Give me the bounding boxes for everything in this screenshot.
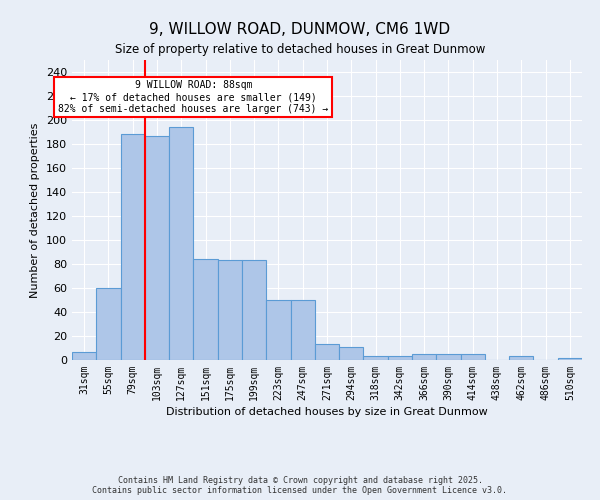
- Text: Contains HM Land Registry data © Crown copyright and database right 2025.
Contai: Contains HM Land Registry data © Crown c…: [92, 476, 508, 495]
- Bar: [266, 300, 290, 360]
- Bar: [218, 260, 242, 360]
- Bar: [412, 354, 436, 360]
- Bar: [72, 352, 96, 360]
- Bar: [558, 358, 582, 360]
- Bar: [339, 347, 364, 360]
- Bar: [364, 356, 388, 360]
- Bar: [436, 354, 461, 360]
- Text: 9 WILLOW ROAD: 88sqm
← 17% of detached houses are smaller (149)
82% of semi-deta: 9 WILLOW ROAD: 88sqm ← 17% of detached h…: [58, 80, 329, 114]
- Bar: [315, 344, 339, 360]
- Bar: [193, 259, 218, 360]
- Bar: [461, 354, 485, 360]
- Y-axis label: Number of detached properties: Number of detached properties: [31, 122, 40, 298]
- Bar: [121, 134, 145, 360]
- Bar: [509, 356, 533, 360]
- Bar: [290, 300, 315, 360]
- Bar: [145, 136, 169, 360]
- X-axis label: Distribution of detached houses by size in Great Dunmow: Distribution of detached houses by size …: [166, 407, 488, 417]
- Bar: [388, 356, 412, 360]
- Bar: [169, 127, 193, 360]
- Text: 9, WILLOW ROAD, DUNMOW, CM6 1WD: 9, WILLOW ROAD, DUNMOW, CM6 1WD: [149, 22, 451, 38]
- Bar: [96, 288, 121, 360]
- Bar: [242, 260, 266, 360]
- Text: Size of property relative to detached houses in Great Dunmow: Size of property relative to detached ho…: [115, 42, 485, 56]
